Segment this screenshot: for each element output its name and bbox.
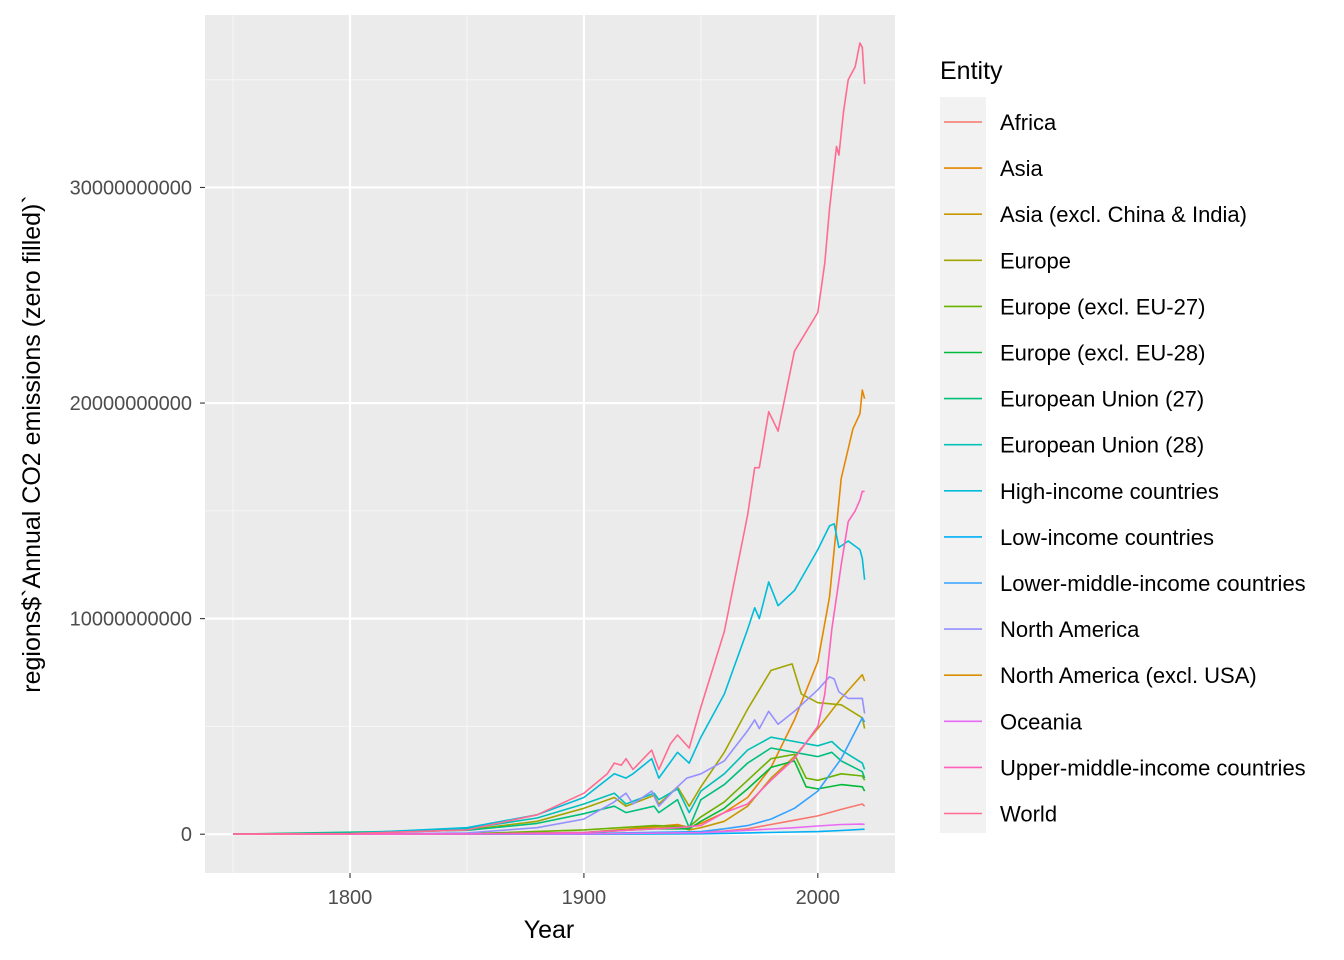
series-line-upper-middle-income-countries <box>233 490 865 836</box>
x-axis: 1800 1900 2000 <box>328 873 840 909</box>
y-tick-label: 30000000000 <box>70 177 192 199</box>
x-axis-title: Year <box>524 916 575 944</box>
x-tick-label: 1900 <box>562 887 607 909</box>
series-line-asia <box>233 389 866 836</box>
x-tick-label: 2000 <box>796 887 841 909</box>
legend-label: European Union (27) <box>1000 387 1204 412</box>
series-lines <box>233 42 866 836</box>
series-line-europe-excl-eu-27 <box>233 753 866 836</box>
legend-label: Asia <box>1000 156 1044 181</box>
series-line-world <box>233 42 866 835</box>
legend-label: Low-income countries <box>1000 525 1214 550</box>
plot-panel <box>205 15 895 873</box>
legend-label: Europe (excl. EU-28) <box>1000 341 1205 366</box>
minor-gridlines <box>205 15 895 873</box>
legend-label: Upper-middle-income countries <box>1000 755 1306 780</box>
y-tick-label: 0 <box>181 824 192 846</box>
series-line-europe <box>233 663 866 835</box>
y-axis: 0 10000000000 20000000000 30000000000 <box>70 177 205 846</box>
legend-label: Lower-middle-income countries <box>1000 571 1306 596</box>
y-tick-label: 20000000000 <box>70 393 192 415</box>
legend-label: World <box>1000 802 1057 827</box>
legend-label: Asia (excl. China & India) <box>1000 202 1247 227</box>
y-axis-title: regions$`Annual CO2 emissions (zero fill… <box>18 195 46 692</box>
legend-label: Europe (excl. EU-27) <box>1000 294 1205 319</box>
legend-label: European Union (28) <box>1000 433 1204 458</box>
series-line-european-union-27 <box>233 747 866 835</box>
legend-label: North America <box>1000 617 1140 642</box>
legend-label: Oceania <box>1000 709 1083 734</box>
legend-label: North America (excl. USA) <box>1000 663 1257 688</box>
y-tick-label: 10000000000 <box>70 609 192 631</box>
legend-key-background <box>940 97 986 833</box>
legend-items: Africa Asia Asia (excl. China & India) Euro… <box>944 110 1306 827</box>
legend-label: High-income countries <box>1000 479 1219 504</box>
series-line-high-income-countries <box>233 522 866 835</box>
series-line-north-america <box>233 675 866 836</box>
x-tick-label: 1800 <box>328 887 373 909</box>
legend: Entity Africa Asia Asia (excl. China & Ind… <box>940 57 1306 833</box>
series-line-european-union-28 <box>233 736 866 835</box>
legend-title: Entity <box>940 57 1003 85</box>
legend-label: Africa <box>1000 110 1057 135</box>
series-line-oceania <box>233 823 865 836</box>
legend-label: Europe <box>1000 248 1071 273</box>
